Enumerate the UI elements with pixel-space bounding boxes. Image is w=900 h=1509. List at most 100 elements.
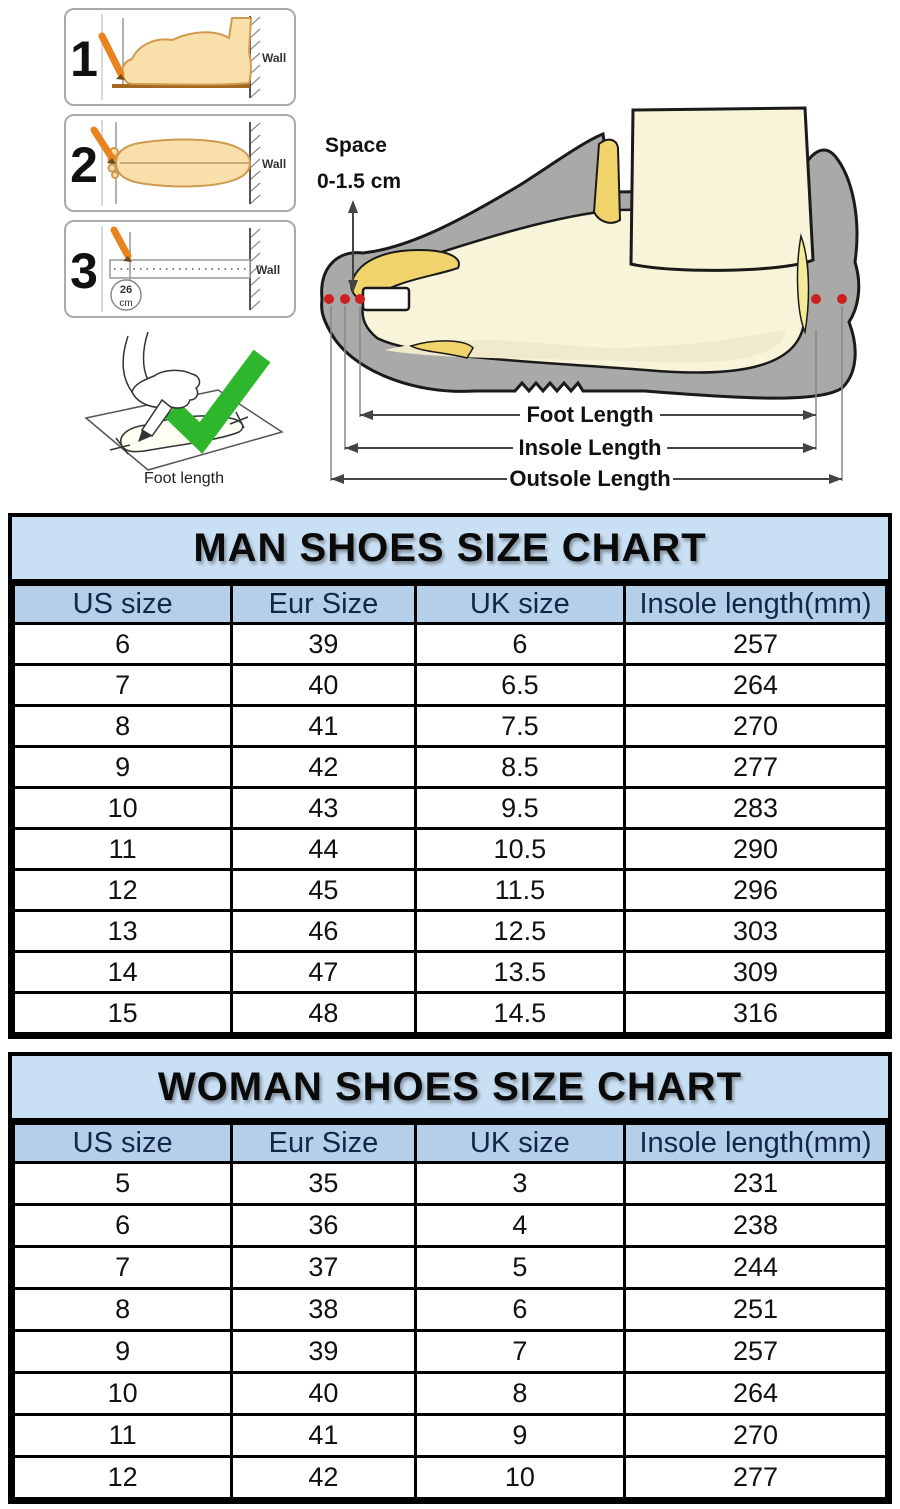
foot-length-caption: Foot length xyxy=(143,470,225,487)
table-row: 12 42 10 277 xyxy=(11,1455,888,1500)
table-cell: 303 xyxy=(623,909,888,953)
table-cell: 12 xyxy=(11,868,234,912)
wall-hatching xyxy=(249,228,261,311)
measured-value: 26 xyxy=(120,284,132,296)
table-cell: 39 xyxy=(230,622,417,666)
column-header: Eur Size xyxy=(230,583,417,625)
table-cell: 13.5 xyxy=(413,950,627,994)
table-cell: 14.5 xyxy=(413,991,627,1035)
foot-front-dot xyxy=(355,294,365,304)
table-cell: 7.5 xyxy=(413,704,627,748)
table-cell: 5 xyxy=(11,1161,234,1206)
foot-side-view xyxy=(121,17,253,86)
table-row: 11 44 10.5 290 xyxy=(11,827,888,871)
insole-length-label: Insole Length xyxy=(519,435,662,460)
table-cell: 41 xyxy=(230,704,417,748)
column-header: US size xyxy=(11,583,234,625)
column-header: Eur Size xyxy=(230,1122,417,1164)
dimension-lines xyxy=(331,414,842,480)
man-table-title: MAN SHOES SIZE CHART xyxy=(12,517,888,583)
table-row: 6 39 6 257 xyxy=(11,622,888,666)
measured-unit: cm xyxy=(119,298,132,309)
table-cell: 6 xyxy=(413,622,627,666)
measure-step-3-illustration: 3 26 cm Wall xyxy=(70,226,280,312)
table-row: 10 40 8 264 xyxy=(11,1371,888,1416)
table-cell: 10 xyxy=(11,786,234,830)
table-cell: 316 xyxy=(623,991,888,1035)
table-cell: 6 xyxy=(11,1203,234,1248)
table-cell: 13 xyxy=(11,909,234,953)
step-number: 1 xyxy=(70,31,98,87)
wall-label: Wall xyxy=(262,157,286,171)
heel-inner-dot xyxy=(811,294,821,304)
pencil-icon xyxy=(98,32,125,78)
table-cell: 7 xyxy=(11,663,234,707)
foot-tracing-illustration xyxy=(84,331,284,471)
pencil-tip xyxy=(116,74,125,80)
man-size-table: MAN SHOES SIZE CHART US size Eur Size UK s… xyxy=(8,513,892,1039)
table-cell: 4 xyxy=(413,1203,627,1248)
table-cell: 257 xyxy=(623,622,888,666)
table-cell: 40 xyxy=(230,1371,417,1416)
step-number: 3 xyxy=(70,243,98,299)
table-cell: 12 xyxy=(11,1455,234,1500)
woman-header-row: US size Eur Size UK size Insole length(mm) xyxy=(11,1122,888,1164)
column-header: Insole length(mm) xyxy=(623,583,888,625)
table-row: 10 43 9.5 283 xyxy=(11,786,888,830)
table-cell: 40 xyxy=(230,663,417,707)
leg xyxy=(629,106,815,272)
table-cell: 6 xyxy=(413,1287,627,1332)
table-cell: 44 xyxy=(230,827,417,871)
man-table-grid: US size Eur Size UK size Insole length(mm) … xyxy=(11,583,888,1035)
table-cell: 283 xyxy=(623,786,888,830)
table-cell: 6 xyxy=(11,622,234,666)
table-row: 11 41 9 270 xyxy=(11,1413,888,1458)
table-cell: 7 xyxy=(11,1245,234,1290)
pencil-icon xyxy=(110,226,132,260)
table-cell: 277 xyxy=(623,745,888,789)
table-cell: 8 xyxy=(11,1287,234,1332)
step-number: 2 xyxy=(70,137,98,193)
table-cell: 9.5 xyxy=(413,786,627,830)
outsole-front-dot xyxy=(324,294,334,304)
table-cell: 12.5 xyxy=(413,909,627,953)
table-row: 8 41 7.5 270 xyxy=(11,704,888,748)
man-header-row: US size Eur Size UK size Insole length(mm) xyxy=(11,583,888,625)
table-cell: 35 xyxy=(230,1161,417,1206)
table-row: 9 42 8.5 277 xyxy=(11,745,888,789)
floor-board xyxy=(112,84,250,88)
toe-cap-highlight xyxy=(361,286,411,312)
guide-lines xyxy=(330,306,843,481)
measure-step-2-illustration: 2 Wall xyxy=(70,120,286,206)
outsole-length-label: Outsole Length xyxy=(509,466,670,491)
table-cell: 42 xyxy=(230,745,417,789)
table-row: 5 35 3 231 xyxy=(11,1161,888,1206)
table-row: 12 45 11.5 296 xyxy=(11,868,888,912)
table-cell: 8.5 xyxy=(413,745,627,789)
man-table-body: 6 39 6 257 7 40 6.5 264 8 41 7.5 270 9 42 8.5 277 10 43 9.… xyxy=(11,622,888,1035)
table-cell: 5 xyxy=(413,1245,627,1290)
table-row: 8 38 6 251 xyxy=(11,1287,888,1332)
pencil-tip xyxy=(107,158,116,164)
table-cell: 41 xyxy=(230,1413,417,1458)
space-range-label: 0-1.5 cm xyxy=(317,170,401,193)
space-label: Space xyxy=(325,134,387,157)
table-cell: 11.5 xyxy=(413,868,627,912)
table-cell: 9 xyxy=(413,1413,627,1458)
insole-front-dot xyxy=(340,294,350,304)
column-header: US size xyxy=(11,1122,234,1164)
table-cell: 46 xyxy=(230,909,417,953)
wall-label: Wall xyxy=(262,51,286,65)
table-cell: 270 xyxy=(623,704,888,748)
table-cell: 36 xyxy=(230,1203,417,1248)
table-cell: 238 xyxy=(623,1203,888,1248)
measure-step-1-panel: 1 Wall xyxy=(64,8,296,106)
table-cell: 11 xyxy=(11,1413,234,1458)
table-cell: 270 xyxy=(623,1413,888,1458)
table-cell: 48 xyxy=(230,991,417,1035)
measure-step-2-panel: 2 Wall xyxy=(64,114,296,212)
table-cell: 257 xyxy=(623,1329,888,1374)
table-row: 7 37 5 244 xyxy=(11,1245,888,1290)
trace-cross-marks xyxy=(109,411,249,455)
